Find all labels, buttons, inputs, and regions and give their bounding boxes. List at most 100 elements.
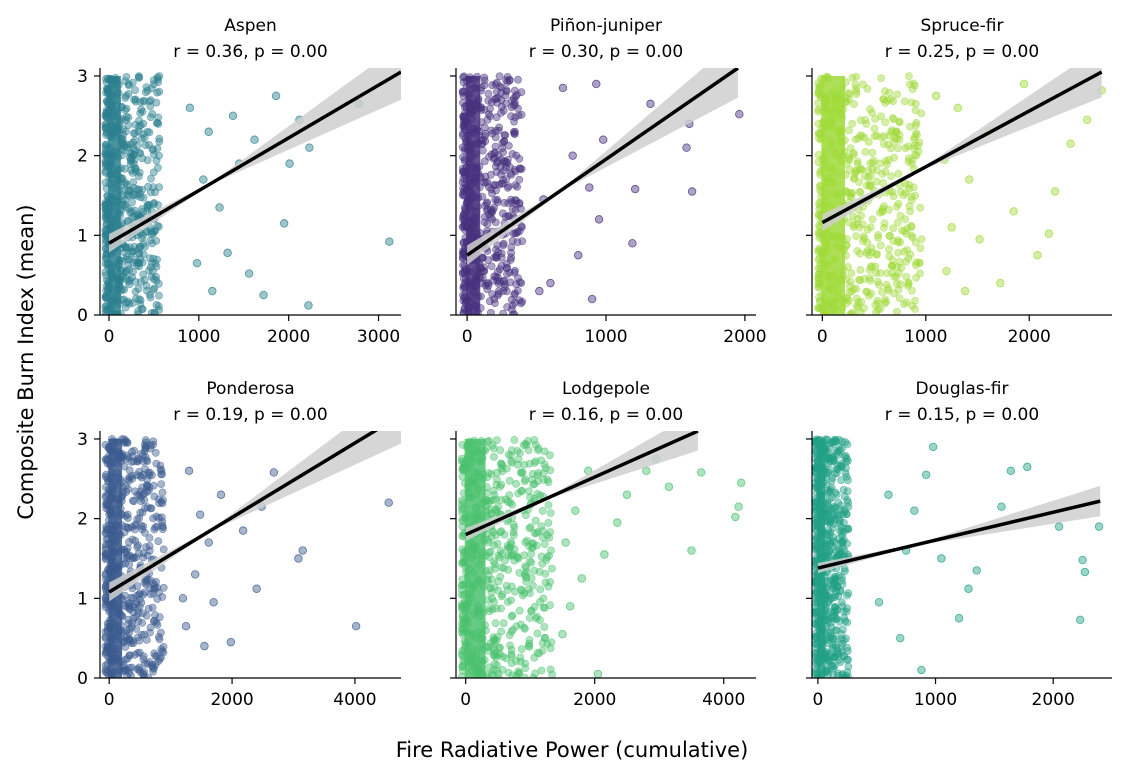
cloud-point bbox=[839, 607, 848, 616]
cloud-point bbox=[145, 128, 154, 137]
y-tick-label: 2 bbox=[77, 147, 88, 167]
cloud-point bbox=[511, 165, 519, 174]
cloud-point bbox=[133, 605, 142, 614]
confidence-band bbox=[467, 68, 738, 266]
cloud-point bbox=[480, 218, 489, 227]
cloud-point bbox=[135, 295, 144, 303]
cloud-point bbox=[894, 169, 903, 178]
cloud-point bbox=[157, 480, 166, 488]
dense-core bbox=[108, 438, 123, 678]
cloud-point bbox=[496, 163, 505, 172]
cloud-point bbox=[121, 268, 130, 276]
cloud-point bbox=[495, 72, 504, 81]
cloud-point bbox=[872, 177, 881, 186]
data-point bbox=[184, 466, 194, 476]
x-tick-label: 4000 bbox=[702, 690, 745, 710]
cloud-point bbox=[496, 572, 505, 581]
data-point bbox=[947, 223, 956, 232]
cloud-point bbox=[546, 451, 554, 460]
cloud-point bbox=[489, 486, 498, 495]
data-point bbox=[953, 103, 963, 113]
regression-line bbox=[821, 70, 1103, 225]
cloud-point bbox=[497, 102, 506, 111]
cloud-point bbox=[829, 504, 838, 513]
cloud-point bbox=[131, 164, 140, 173]
cloud-point bbox=[880, 219, 889, 228]
cloud-point bbox=[487, 308, 495, 315]
data-point bbox=[204, 538, 213, 547]
cloud-point bbox=[836, 587, 845, 596]
cloud-point bbox=[874, 231, 883, 239]
figure-ylabel: Composite Burn Index (mean) bbox=[14, 204, 38, 519]
data-point bbox=[587, 294, 597, 304]
cloud-point bbox=[829, 543, 837, 551]
cloud-point bbox=[912, 273, 920, 282]
data-point bbox=[1019, 79, 1029, 89]
cloud-point bbox=[867, 171, 875, 180]
cloud-point bbox=[534, 446, 542, 455]
cloud-point bbox=[546, 665, 555, 674]
data-point bbox=[1033, 251, 1042, 260]
cloud-point bbox=[141, 436, 150, 445]
cloud-point bbox=[496, 446, 505, 455]
panel-2: 0 1000 2000 Piñon-juniper r = 0.30, p = 0.00 bbox=[450, 16, 767, 347]
cloud-point bbox=[837, 459, 845, 468]
confidence-band bbox=[109, 431, 401, 602]
cloud-point bbox=[846, 165, 854, 174]
cloud-point bbox=[528, 475, 536, 484]
plot-area bbox=[812, 435, 1104, 678]
cloud-point bbox=[133, 457, 141, 466]
cloud-point bbox=[518, 469, 526, 478]
panel-5: 0 2000 4000 Lodgepole r = 0.16, p = 0.00 bbox=[450, 379, 756, 710]
cloud-point bbox=[122, 113, 131, 121]
data-point bbox=[972, 566, 981, 575]
cloud-point bbox=[150, 525, 159, 534]
cloud-point bbox=[149, 589, 158, 598]
cloud-point bbox=[499, 176, 507, 184]
regression-line bbox=[108, 431, 379, 594]
cloud-point bbox=[871, 262, 880, 271]
cloud-point bbox=[150, 649, 159, 658]
cloud-point bbox=[908, 156, 917, 164]
cloud-point bbox=[152, 156, 161, 165]
cloud-point bbox=[150, 492, 159, 501]
regression-line bbox=[817, 499, 1101, 570]
data-point bbox=[208, 286, 217, 296]
cloud-point bbox=[537, 456, 546, 465]
cloud-point bbox=[491, 619, 500, 627]
cloud-point bbox=[883, 96, 892, 105]
cloud-point bbox=[153, 118, 162, 127]
cloud-point bbox=[830, 662, 839, 670]
cloud-point bbox=[856, 265, 865, 274]
cloud-point bbox=[524, 446, 533, 455]
cloud-point bbox=[517, 620, 525, 629]
cloud-point bbox=[506, 255, 515, 264]
cloud-point bbox=[136, 508, 145, 517]
x-tick-label: 2000 bbox=[267, 327, 310, 347]
cloud-point bbox=[856, 116, 865, 125]
cloud-point bbox=[150, 616, 159, 625]
cloud-point bbox=[849, 221, 858, 229]
cloud-point bbox=[906, 207, 915, 216]
cloud-point bbox=[843, 647, 852, 655]
cloud-point bbox=[531, 516, 540, 525]
cloud-point bbox=[124, 524, 133, 533]
cloud-point bbox=[490, 295, 499, 303]
data-point bbox=[1023, 462, 1032, 472]
cloud-point bbox=[507, 243, 516, 252]
cloud-point bbox=[893, 90, 902, 99]
cloud-point bbox=[901, 179, 910, 188]
data-point bbox=[565, 602, 575, 611]
data-point bbox=[1094, 522, 1104, 531]
cloud-point bbox=[493, 539, 502, 548]
plot-area bbox=[101, 68, 401, 315]
cloud-point bbox=[853, 157, 862, 166]
cloud-point bbox=[134, 245, 143, 253]
cloud-point bbox=[912, 119, 921, 127]
dense-point-cloud bbox=[101, 435, 168, 678]
data-point bbox=[185, 103, 195, 113]
cloud-point bbox=[887, 172, 896, 181]
data-point bbox=[1054, 522, 1064, 531]
cloud-point bbox=[142, 286, 151, 295]
